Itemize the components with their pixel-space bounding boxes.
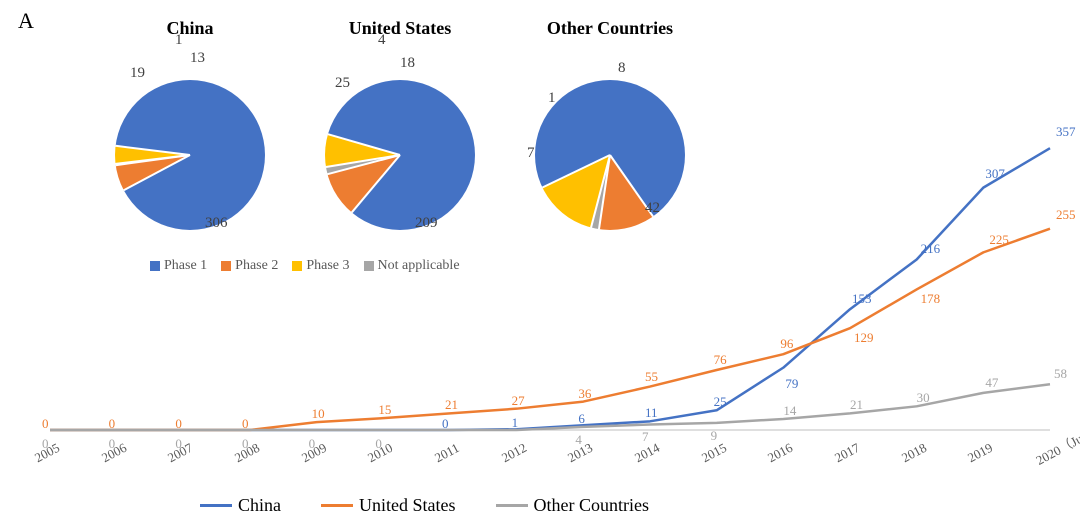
data-point-label: 307: [985, 166, 1005, 182]
series-legend-line: [321, 504, 353, 507]
series-line-china: [50, 148, 1050, 430]
data-point-label: 0: [42, 416, 49, 432]
data-point-label: 0: [242, 436, 249, 452]
data-point-label: 15: [378, 402, 391, 418]
data-point-label: 7: [642, 429, 649, 445]
data-point-label: 0: [442, 416, 449, 432]
data-point-label: 225: [989, 232, 1009, 248]
series-legend-label: United States: [359, 495, 456, 516]
data-point-label: 1: [512, 415, 519, 431]
data-point-label: 79: [785, 376, 798, 392]
data-point-label: 216: [921, 241, 941, 257]
data-point-label: 21: [850, 397, 863, 413]
series-legend-line: [496, 504, 528, 507]
data-point-label: 96: [780, 336, 793, 352]
data-point-label: 6: [578, 411, 585, 427]
series-legend-label: China: [238, 495, 281, 516]
data-point-label: 178: [921, 291, 941, 307]
series-line-other-countries: [50, 384, 1050, 430]
series-line-united-states: [50, 229, 1050, 430]
data-point-label: 0: [42, 436, 49, 452]
data-point-label: 0: [175, 436, 182, 452]
data-point-label: 129: [854, 330, 874, 346]
data-point-label: 76: [714, 352, 727, 368]
data-point-label: 21: [445, 397, 458, 413]
series-legend-label: Other Countries: [534, 495, 649, 516]
data-point-label: 0: [375, 436, 382, 452]
data-point-label: 14: [783, 403, 796, 419]
data-point-label: 25: [714, 394, 727, 410]
data-point-label: 153: [852, 291, 872, 307]
data-point-label: 27: [512, 393, 525, 409]
series-legend: China United States Other Countries: [200, 495, 649, 516]
data-point-label: 58: [1054, 366, 1067, 382]
data-point-label: 11: [645, 405, 658, 421]
data-point-label: 0: [109, 416, 116, 432]
data-point-label: 30: [917, 390, 930, 406]
data-point-label: 255: [1056, 207, 1076, 223]
data-point-label: 9: [711, 428, 718, 444]
data-point-label: 0: [109, 436, 116, 452]
series-legend-line: [200, 504, 232, 507]
data-point-label: 55: [645, 369, 658, 385]
data-point-label: 0: [309, 436, 316, 452]
series-legend-item: China: [200, 495, 281, 516]
data-point-label: 10: [312, 406, 325, 422]
series-legend-item: Other Countries: [496, 495, 649, 516]
data-point-label: 36: [578, 386, 591, 402]
series-legend-item: United States: [321, 495, 456, 516]
data-point-label: 0: [242, 416, 249, 432]
data-point-label: 0: [175, 416, 182, 432]
data-point-label: 357: [1056, 124, 1076, 140]
data-point-label: 47: [985, 375, 998, 391]
data-point-label: 4: [575, 432, 582, 448]
